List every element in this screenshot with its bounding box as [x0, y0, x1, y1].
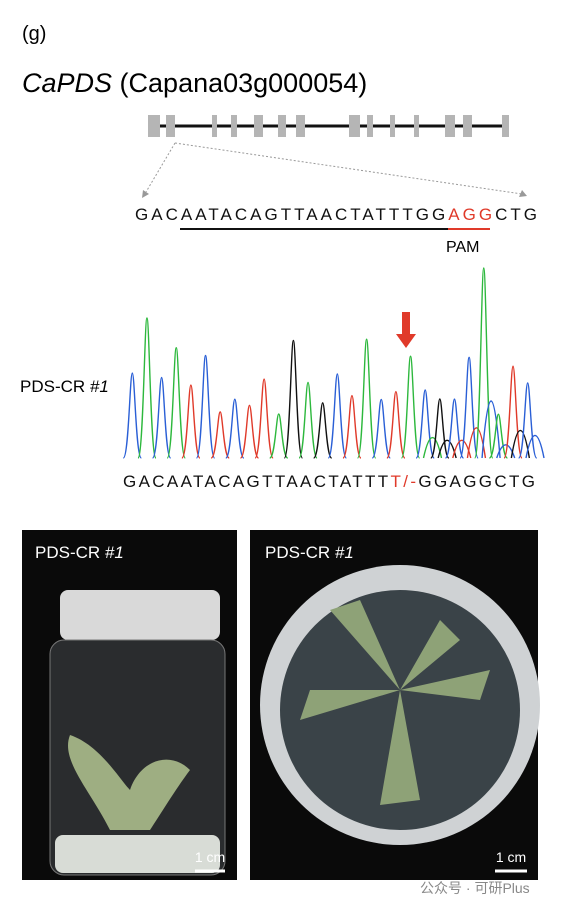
chromatogram	[122, 267, 545, 459]
seq-part: GACAATACAGTTAACTATTT	[123, 472, 388, 491]
line: #1	[90, 377, 109, 396]
trace-peak	[195, 354, 216, 459]
photo: PDS-CR #1 1 cm	[22, 530, 237, 880]
seq-part: GAC	[135, 205, 178, 224]
target-sequence: GAC AATACAGTTAACTATTTGG AGG CTG	[135, 205, 537, 224]
trace-peak	[269, 413, 289, 459]
trace-peak	[503, 365, 523, 459]
panel-label: (g)	[22, 23, 46, 45]
trace-peak	[210, 411, 230, 459]
trace-peak	[459, 356, 479, 459]
sample: PDS-CR	[35, 543, 100, 562]
line: #1	[335, 543, 354, 562]
trace-peak	[415, 389, 435, 459]
line: #1	[105, 543, 124, 562]
pam-sequence: AGG	[448, 205, 492, 224]
trace-peak	[254, 378, 274, 459]
scale-label: 1 cm	[195, 849, 225, 865]
indel: T/-	[391, 472, 417, 491]
trace-peak	[371, 398, 391, 459]
seq-part: CTG	[495, 205, 537, 224]
trace-peak	[400, 355, 421, 459]
sample-label: PDS-CR #1	[20, 377, 109, 396]
trace-peak	[137, 317, 157, 459]
trace-peak	[225, 398, 245, 459]
trace-peak	[298, 381, 318, 459]
trace-peak	[283, 339, 304, 459]
title: CaPDS (Capana03g000054)	[22, 68, 367, 98]
trace-peak	[496, 444, 516, 459]
trace-peak	[342, 394, 362, 459]
watermark: 公众号 · 可研Plus	[420, 880, 530, 896]
photo-label: PDS-CR #1	[35, 543, 124, 562]
trace-peak	[444, 398, 465, 459]
seq-part: GGAGGCTG	[418, 472, 535, 491]
gene-name: CaPDS	[22, 68, 112, 98]
photo-label: PDS-CR #1	[265, 543, 354, 562]
sample: PDS-CR	[20, 377, 85, 396]
trace-peak	[312, 402, 333, 459]
sample: PDS-CR	[265, 543, 330, 562]
trace-peak	[122, 372, 143, 459]
trace-peak	[181, 384, 201, 459]
photo: PDS-CR #1 1 cm	[250, 530, 540, 880]
trace-peak	[517, 382, 538, 459]
pam-label: PAM	[446, 239, 479, 256]
trace-peak	[430, 398, 450, 459]
trace-peak	[386, 390, 406, 459]
trace-peak	[488, 413, 509, 459]
mutation-arrow	[396, 312, 416, 348]
trace-peak	[356, 338, 377, 459]
trace-peak	[151, 376, 172, 459]
read-sequence: GACAATACAGTTAACTATTT T/- GGAGGCTG	[123, 472, 535, 491]
trace-peak	[525, 435, 545, 459]
scale-label: 1 cm	[496, 849, 526, 865]
trace-peak	[239, 404, 260, 459]
gene-model	[142, 115, 527, 198]
trace-peak	[481, 400, 501, 459]
trace-peak	[327, 373, 348, 459]
gene-id: (Capana03g000054)	[120, 68, 368, 98]
trace-peak	[452, 439, 472, 459]
trace-peak	[166, 346, 186, 459]
seq-part: AATACAGTTAACTATTTGG	[181, 205, 445, 224]
trace-peak	[474, 267, 494, 459]
